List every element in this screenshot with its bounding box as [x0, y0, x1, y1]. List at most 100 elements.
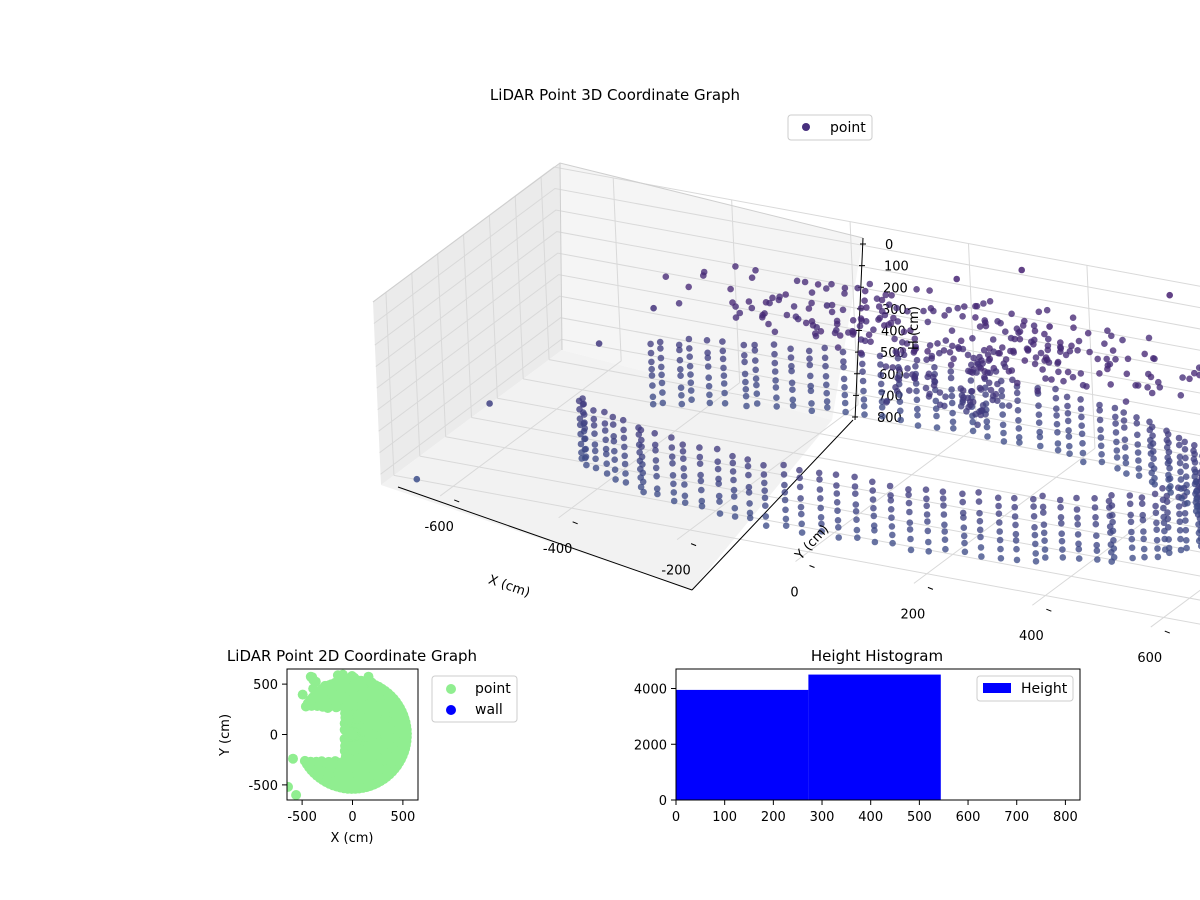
- point-3d-258: [1040, 509, 1047, 516]
- point-2d-882: [343, 727, 354, 738]
- point-3d-757: [863, 304, 870, 311]
- point-3d-226: [976, 509, 983, 517]
- point-3d-1065: [912, 343, 919, 350]
- point-3d-185: [887, 492, 894, 499]
- point-3d-893: [954, 304, 961, 312]
- point-3d-519: [1123, 470, 1130, 477]
- point-3d-270: [1059, 546, 1066, 553]
- point-3d-948: [856, 322, 864, 330]
- point-3d-793: [823, 285, 830, 292]
- point-3d-110: [716, 498, 723, 505]
- point-3d-995: [759, 314, 766, 321]
- title-histogram: Height Histogram: [811, 647, 943, 665]
- point-3d-102: [698, 497, 706, 505]
- point-3d-864: [1048, 376, 1055, 383]
- pane-floor: [381, 350, 832, 590]
- grid-y-floor-2: [445, 436, 1200, 577]
- legend-frame-histogram: [976, 675, 1074, 702]
- point-3d-1014: [992, 368, 1000, 375]
- point-3d-696: [740, 341, 748, 349]
- point-3d-28: [591, 441, 599, 448]
- point-3d-1066: [970, 354, 977, 362]
- point-3d-253: [1032, 540, 1039, 548]
- point-3d-248: [1030, 495, 1037, 503]
- point-3d-86: [670, 489, 678, 496]
- point-3d-454: [1193, 495, 1200, 503]
- point-3d-41: [609, 421, 617, 428]
- point-3d-664: [805, 347, 813, 355]
- point-3d-142: [782, 515, 790, 523]
- point-3d-44: [611, 447, 618, 455]
- x-tick-label-hist-1: 100: [712, 810, 737, 825]
- point-3d-337: [1159, 496, 1167, 504]
- grid-y-floor-1: [419, 455, 1200, 601]
- point-2d-924: [287, 781, 293, 792]
- point-3d-822: [841, 284, 849, 292]
- point-3d-855: [783, 311, 791, 319]
- point-3d-40: [609, 413, 617, 421]
- legend-frame-3d: [787, 114, 873, 141]
- point-3d-661: [823, 389, 830, 397]
- point-2d-923: [288, 753, 298, 764]
- point-3d-647: [861, 411, 868, 418]
- point-3d-946: [986, 298, 994, 305]
- point-3d-904: [981, 374, 988, 381]
- point-3d-296: [1108, 492, 1115, 499]
- point-2d-921: [317, 683, 328, 694]
- point-3d-702: [742, 392, 750, 400]
- point-3d-975: [949, 342, 956, 350]
- point-3d-718: [706, 391, 713, 399]
- point-3d-1100: [936, 349, 943, 357]
- point-3d-20: [581, 435, 589, 443]
- point-3d-579: [999, 402, 1006, 409]
- point-3d-108: [715, 480, 722, 488]
- grid-y-left-6: [540, 176, 550, 360]
- point-3d-125: [746, 500, 753, 507]
- point-3d-744: [647, 340, 654, 348]
- point-3d-216: [959, 490, 966, 498]
- point-3d-638: [878, 404, 886, 411]
- point-3d-323: [1153, 519, 1160, 527]
- point-3d-911: [980, 300, 987, 307]
- point-2d-919: [354, 692, 364, 703]
- point-3d-725: [687, 379, 695, 387]
- point-3d-747: [648, 365, 655, 373]
- point-3d-947: [1011, 335, 1018, 343]
- point-3d-172: [852, 508, 860, 515]
- point-3d-130: [761, 479, 768, 487]
- point-3d-304: [1126, 492, 1134, 499]
- point-3d-1070: [926, 390, 933, 398]
- point-3d-567: [1037, 442, 1044, 450]
- point-3d-310: [1128, 544, 1136, 551]
- point-3d-273: [1073, 506, 1081, 513]
- z-tick-label-3d-0: 0: [885, 238, 893, 253]
- point-3d-1029: [936, 389, 944, 396]
- point-3d-901: [1103, 355, 1110, 363]
- point-3d-593: [967, 377, 975, 384]
- point-3d-663: [824, 404, 831, 411]
- point-3d-1053: [928, 352, 936, 360]
- point-3d-74: [652, 447, 659, 454]
- point-3d-98: [696, 460, 704, 468]
- point-3d-1082: [936, 401, 944, 409]
- point-3d-1044: [979, 402, 987, 409]
- point-3d-521: [1112, 413, 1119, 421]
- point-3d-189: [888, 523, 896, 530]
- point-3d-453: [1193, 488, 1200, 495]
- point-3d-920: [882, 291, 889, 299]
- point-3d-800: [1148, 389, 1156, 397]
- point-3d-608: [931, 364, 938, 371]
- point-3d-704: [719, 338, 726, 345]
- point-3d-754: [1141, 350, 1148, 358]
- point-3d-1105: [953, 275, 960, 283]
- point-3d-716: [705, 374, 712, 382]
- point-3d-119: [731, 513, 739, 520]
- point-3d-505: [1133, 420, 1141, 427]
- grid-y-left-0: [385, 292, 395, 476]
- point-3d-150: [798, 520, 805, 528]
- point-3d-761: [861, 287, 869, 295]
- point-3d-85: [670, 480, 677, 488]
- point-3d-756: [1070, 324, 1077, 332]
- y-axis-label-2d: Y (cm): [218, 714, 233, 757]
- point-3d-743: [659, 399, 667, 407]
